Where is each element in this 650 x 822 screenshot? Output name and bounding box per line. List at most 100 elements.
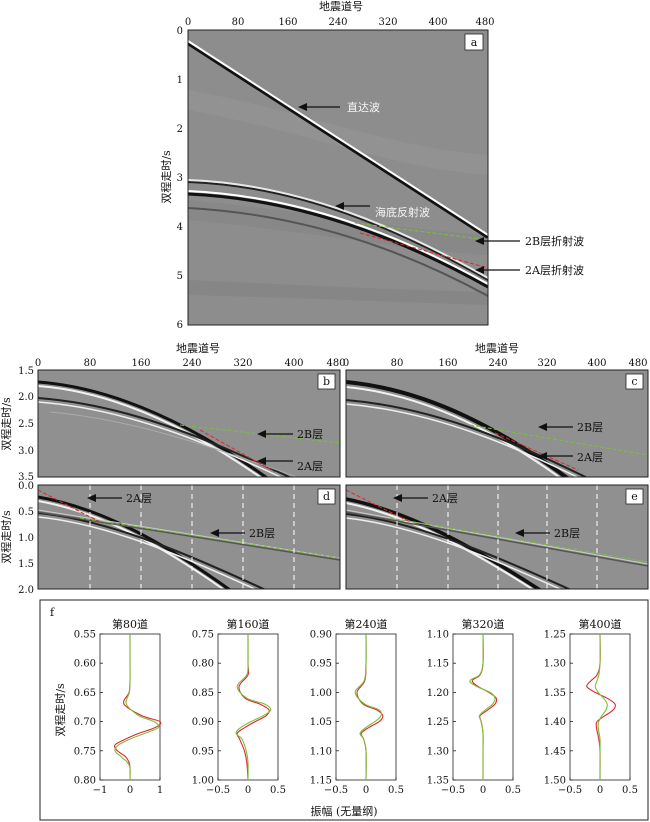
ytick-label: 1.00 <box>310 688 332 699</box>
ytick-label: 1.10 <box>310 746 332 757</box>
panel-c-frame <box>345 369 649 478</box>
panel-b-seismic <box>38 370 340 477</box>
panel-f-xlabel: 振幅 (无量纲) <box>310 804 377 818</box>
wavelet-trace-green <box>235 633 272 781</box>
xtick: 80 <box>391 358 404 369</box>
panel-c-xticks: 0 80 160 240 320 400 480 <box>343 358 648 369</box>
panel-d-seismic <box>38 485 340 589</box>
ytick: 0.5 <box>18 507 34 518</box>
panel-b-letter-box <box>317 373 336 390</box>
panel-a-yticks: 0 1 2 3 4 5 6 <box>177 26 183 331</box>
panel-e-letter-box <box>625 488 644 505</box>
ytick: 3.0 <box>18 446 34 457</box>
ytick-label: 1.05 <box>310 717 332 728</box>
xtick-label: 0 <box>127 785 133 796</box>
panel-e-letter: e <box>631 490 638 503</box>
xtick: 80 <box>232 17 245 28</box>
xtick-label: −0.5 <box>558 785 582 796</box>
wavelet-trace-green <box>469 633 496 780</box>
ytick: 3.5 <box>18 472 34 483</box>
xtick-label: −0.5 <box>324 785 348 796</box>
label-2a-layer: 2A层 <box>126 492 152 505</box>
xtick-label: 0 <box>480 785 486 796</box>
xtick-label: −0.5 <box>206 785 230 796</box>
ytick: 2.0 <box>18 392 34 403</box>
xtick-label: 0.5 <box>622 785 638 796</box>
label-2a-layer: 2A层 <box>432 492 458 505</box>
xtick: 480 <box>628 358 647 369</box>
ytick-label: 0.90 <box>192 717 214 728</box>
xtick: 0 <box>35 358 41 369</box>
panel-a-xaxis-title: 地震道号 <box>319 0 363 13</box>
label-direct-wave: 直达波 <box>347 100 380 114</box>
xtick: 320 <box>537 358 556 369</box>
xtick: 400 <box>587 358 606 369</box>
ytick-label: 0.60 <box>74 659 96 670</box>
xtick: 160 <box>438 358 457 369</box>
wavelet-subplot: 第80道 0.55 0.60 0.65 0.70 0.75 0.80−1 0 1 <box>74 617 163 796</box>
label-2b-layer: 2B层 <box>249 527 275 540</box>
xtick: 400 <box>284 358 303 369</box>
xtick: 160 <box>278 17 297 28</box>
ytick-label: 1.35 <box>427 776 449 787</box>
ytick-label: 1.25 <box>427 717 449 728</box>
wavelet-subplot: 第320道 1.10 1.15 1.20 1.25 1.30 1.35−0.5 0 0.5 <box>427 617 521 796</box>
ytick-label: 0.75 <box>74 746 96 757</box>
panel-c-letter: c <box>631 375 637 388</box>
ytick: 2.0 <box>18 585 34 596</box>
ytick: 1 <box>177 75 183 86</box>
panel-f-letter: f <box>50 606 55 619</box>
panel-b-ylabel: 双程走时/s <box>0 397 13 451</box>
panel-b-xaxis-title: 地震道号 <box>176 341 220 355</box>
ytick: 1.0 <box>18 533 34 544</box>
xtick: 240 <box>488 358 507 369</box>
ytick: 5 <box>177 271 183 282</box>
xtick: 160 <box>131 358 150 369</box>
subplot-title: 第320道 <box>462 617 505 631</box>
xtick-label: 0.5 <box>270 785 286 796</box>
xtick-label: 1 <box>157 785 163 796</box>
ytick-label: 1.25 <box>544 630 566 641</box>
xtick: 0 <box>185 17 191 28</box>
ytick-label: 1.30 <box>427 746 449 757</box>
panel-d-frame <box>37 484 341 590</box>
ytick-label: 0.95 <box>192 746 214 757</box>
panel-f-ylabel: 双程走时/s <box>54 683 67 737</box>
ytick-label: 1.20 <box>427 688 449 699</box>
wavelet-trace-red <box>114 634 162 781</box>
wavelet-trace-red <box>471 633 498 780</box>
ytick-label: 1.15 <box>310 776 332 787</box>
xtick: 400 <box>428 17 447 28</box>
ytick: 4 <box>177 222 183 233</box>
label-2a-layer: 2A层 <box>577 451 603 464</box>
xtick-label: −0.5 <box>441 785 465 796</box>
label-2b-layer: 2B层 <box>554 527 580 540</box>
panel-e-annotations: 2A层 2B层 <box>393 492 580 540</box>
ytick: 6 <box>177 320 183 331</box>
ytick: 2.5 <box>18 419 34 430</box>
label-2b-layer: 2B层 <box>577 421 603 434</box>
xtick: 0 <box>343 358 349 369</box>
panel-c-annotations: 2B层 2A层 <box>538 421 603 464</box>
wavelet-subplot: 第160道 0.75 0.80 0.85 0.90 0.95 1.00−0.5 0 0.5 <box>192 617 286 796</box>
panel-c-xaxis-title: 地震道号 <box>475 341 519 355</box>
ytick-label: 1.35 <box>544 688 566 699</box>
panel-d-letter: d <box>323 490 330 503</box>
xtick: 80 <box>84 358 97 369</box>
wavelet-trace-red <box>236 634 270 781</box>
panel-c-seismic <box>346 370 648 477</box>
panel-f-frame <box>39 599 649 821</box>
panel-b-yticks: 1.5 2.0 2.5 3.0 3.5 <box>18 366 34 483</box>
wavelet-trace-red <box>586 633 616 781</box>
ytick-label: 1.15 <box>427 659 449 670</box>
wavelet-trace-green <box>354 633 382 781</box>
ytick-label: 0.55 <box>74 630 96 641</box>
ytick-label: 0.75 <box>192 630 214 641</box>
xtick: 320 <box>378 17 397 28</box>
ytick-label: 1.10 <box>427 630 449 641</box>
xtick-label: 0 <box>597 785 603 796</box>
ytick-label: 0.95 <box>310 659 332 670</box>
xtick-label: 0 <box>245 785 251 796</box>
panel-a-seismic <box>188 30 488 325</box>
